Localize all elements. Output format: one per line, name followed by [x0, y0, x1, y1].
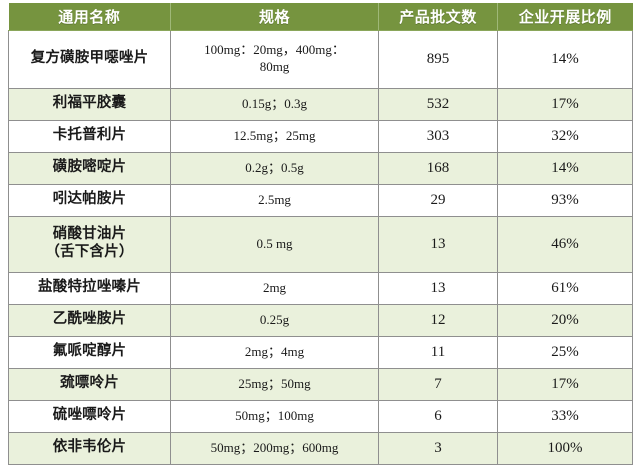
- column-header-spec: 规格: [170, 3, 379, 31]
- cell-specification: 0.5 mg: [170, 215, 379, 273]
- cell-enterprise-ratio: 33%: [497, 399, 633, 433]
- cell-generic-name: 吲达帕胺片: [8, 183, 171, 217]
- cell-enterprise-ratio: 20%: [497, 303, 633, 337]
- specification-line-2: 80mg: [259, 59, 290, 74]
- cell-specification: 0.15g；0.3g: [170, 87, 379, 121]
- table-row: 卡托普利片 12.5mg；25mg 303 32%: [8, 119, 633, 153]
- table-row: 复方磺胺甲噁唑片 100mg：20mg，400mg： 80mg 895 14%: [8, 29, 633, 89]
- cell-approval-count: 895: [378, 29, 498, 89]
- cell-approval-count: 13: [378, 215, 498, 273]
- cell-generic-name: 硝酸甘油片 （舌下含片）: [8, 215, 171, 273]
- cell-approval-count: 7: [378, 367, 498, 401]
- table-row: 硝酸甘油片 （舌下含片） 0.5 mg 13 46%: [8, 215, 633, 273]
- cell-approval-count: 168: [378, 151, 498, 185]
- cell-generic-name: 利福平胶囊: [8, 87, 171, 121]
- header-row: 通用名称 规格 产品批文数 企业开展比例: [8, 3, 633, 31]
- cell-specification: 12.5mg；25mg: [170, 119, 379, 153]
- cell-enterprise-ratio: 46%: [497, 215, 633, 273]
- cell-specification: 2mg；4mg: [170, 335, 379, 369]
- cell-specification: 2.5mg: [170, 183, 379, 217]
- generic-name-line-1: 硝酸甘油片: [52, 226, 127, 243]
- table-container: 通用名称 规格 产品批文数 企业开展比例 复方磺胺甲噁唑片 100mg：20mg，…: [8, 3, 633, 465]
- cell-enterprise-ratio: 14%: [497, 29, 633, 89]
- cell-enterprise-ratio: 17%: [497, 87, 633, 121]
- table-row: 磺胺嘧啶片 0.2g；0.5g 168 14%: [8, 151, 633, 185]
- cell-specification: 2mg: [170, 271, 379, 305]
- drug-approval-table: 通用名称 规格 产品批文数 企业开展比例 复方磺胺甲噁唑片 100mg：20mg，…: [8, 3, 633, 465]
- table-row: 盐酸特拉唑嗪片 2mg 13 61%: [8, 271, 633, 305]
- generic-name-line-2: （舌下含片）: [45, 244, 134, 260]
- cell-enterprise-ratio: 93%: [497, 183, 633, 217]
- cell-specification: 100mg：20mg，400mg： 80mg: [170, 29, 379, 89]
- cell-generic-name: 乙酰唑胺片: [8, 303, 171, 337]
- cell-specification: 50mg；100mg: [170, 399, 379, 433]
- table-row: 氟哌啶醇片 2mg；4mg 11 25%: [8, 335, 633, 369]
- table-row: 依非韦伦片 50mg；200mg；600mg 3 100%: [8, 431, 633, 465]
- cell-approval-count: 11: [378, 335, 498, 369]
- table-row: 巯嘌呤片 25mg；50mg 7 17%: [8, 367, 633, 401]
- cell-approval-count: 6: [378, 399, 498, 433]
- table-row: 乙酰唑胺片 0.25g 12 20%: [8, 303, 633, 337]
- cell-generic-name: 盐酸特拉唑嗪片: [8, 271, 171, 305]
- cell-specification: 0.25g: [170, 303, 379, 337]
- cell-enterprise-ratio: 100%: [497, 431, 633, 465]
- column-header-ratio: 企业开展比例: [497, 3, 633, 31]
- table-row: 硫唑嘌呤片 50mg；100mg 6 33%: [8, 399, 633, 433]
- cell-generic-name: 卡托普利片: [8, 119, 171, 153]
- cell-generic-name: 依非韦伦片: [8, 431, 171, 465]
- table-body: 复方磺胺甲噁唑片 100mg：20mg，400mg： 80mg 895 14% 利福平胶囊…: [8, 29, 633, 465]
- cell-specification: 0.2g；0.5g: [170, 151, 379, 185]
- cell-generic-name: 复方磺胺甲噁唑片: [8, 29, 171, 89]
- table-row: 吲达帕胺片 2.5mg 29 93%: [8, 183, 633, 217]
- column-header-name: 通用名称: [8, 3, 171, 31]
- cell-enterprise-ratio: 61%: [497, 271, 633, 305]
- cell-generic-name: 氟哌啶醇片: [8, 335, 171, 369]
- cell-approval-count: 29: [378, 183, 498, 217]
- cell-generic-name: 磺胺嘧啶片: [8, 151, 171, 185]
- cell-enterprise-ratio: 14%: [497, 151, 633, 185]
- cell-specification: 50mg；200mg；600mg: [170, 431, 379, 465]
- cell-approval-count: 532: [378, 87, 498, 121]
- cell-generic-name: 硫唑嘌呤片: [8, 399, 171, 433]
- cell-approval-count: 3: [378, 431, 498, 465]
- cell-enterprise-ratio: 25%: [497, 335, 633, 369]
- cell-approval-count: 303: [378, 119, 498, 153]
- cell-approval-count: 13: [378, 271, 498, 305]
- column-header-count: 产品批文数: [378, 3, 498, 31]
- cell-enterprise-ratio: 17%: [497, 367, 633, 401]
- table-row: 利福平胶囊 0.15g；0.3g 532 17%: [8, 87, 633, 121]
- cell-approval-count: 12: [378, 303, 498, 337]
- cell-generic-name: 巯嘌呤片: [8, 367, 171, 401]
- table-header: 通用名称 规格 产品批文数 企业开展比例: [8, 3, 633, 31]
- cell-specification: 25mg；50mg: [170, 367, 379, 401]
- specification-line-1: 100mg：20mg，400mg：: [204, 42, 345, 58]
- cell-enterprise-ratio: 32%: [497, 119, 633, 153]
